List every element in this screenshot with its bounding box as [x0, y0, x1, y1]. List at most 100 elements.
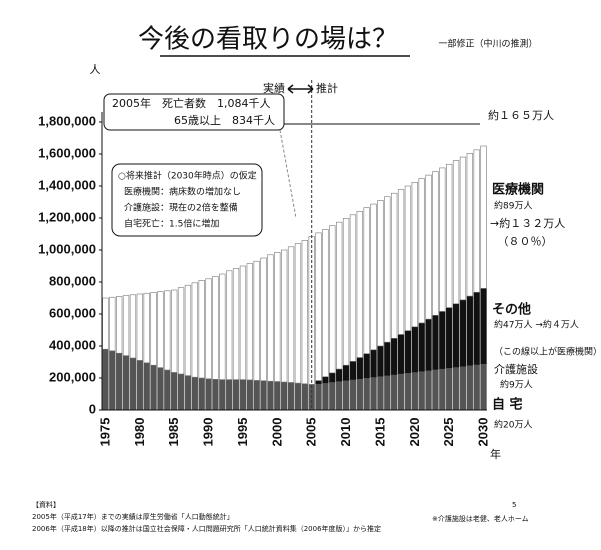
bar-segment	[198, 280, 205, 379]
bar-segment	[391, 374, 398, 411]
bar-segment	[232, 268, 240, 380]
bar-segment	[336, 380, 343, 411]
bar-segment	[287, 246, 295, 383]
y-tick-label: 0	[89, 401, 96, 416]
subtitle: 一部修正（中川の推測）	[438, 38, 537, 50]
bar-segment	[315, 380, 322, 384]
bar-segment	[212, 378, 219, 411]
x-tick-label: 2025	[441, 418, 456, 447]
bar-segment	[267, 254, 274, 382]
y-tick-label: 1,200,000	[38, 209, 96, 224]
bar-segment	[356, 210, 363, 358]
bar-segment	[136, 293, 143, 361]
bar-segment	[342, 364, 350, 381]
bar-segment	[377, 345, 384, 377]
bar-segment	[102, 348, 109, 411]
y-tick-label: 1,400,000	[38, 177, 96, 192]
bar-segment	[446, 367, 453, 411]
bar-segment	[246, 379, 253, 411]
x-tick-label: 2015	[372, 418, 387, 447]
bar-segment	[356, 378, 363, 411]
bar-segment	[473, 149, 480, 293]
bar-segment	[439, 311, 446, 369]
y-tick-label: 600,000	[49, 305, 96, 320]
bar-segment	[439, 368, 446, 411]
x-tick-label: 2005	[304, 418, 319, 447]
bar-segment	[191, 376, 198, 411]
bar-segment	[363, 353, 370, 378]
bar-segment	[432, 369, 439, 411]
bar-segment	[129, 357, 137, 411]
bar-segment	[157, 367, 164, 411]
bar-segment	[177, 287, 185, 375]
bar-segment	[466, 364, 473, 411]
annotation: 自宅死亡：1.5倍に増加	[124, 218, 219, 230]
bar-segment	[322, 376, 329, 384]
bar-segment	[342, 379, 350, 411]
annotation: 介護施設：現在の2倍を整備	[124, 202, 238, 214]
y-tick-label: 400,000	[49, 337, 96, 352]
annotation: 約9万人	[500, 379, 533, 391]
annotation: 介護施設	[494, 362, 538, 376]
bar-segment	[349, 214, 357, 362]
annotation: 約１６５万人	[488, 108, 554, 122]
x-tick-label: 1985	[166, 418, 181, 447]
bar-segment	[164, 369, 171, 411]
bar-segment	[404, 185, 412, 331]
bar-segment	[384, 196, 391, 343]
bar-segment	[122, 295, 130, 356]
x-unit: 年	[490, 447, 501, 461]
bar-segment	[384, 341, 391, 376]
bar-segment	[377, 375, 384, 411]
bar-segment	[480, 363, 487, 411]
bar-segment	[404, 372, 412, 411]
bar-segment	[267, 380, 274, 411]
annotation: 推計	[316, 81, 338, 95]
bar-segment	[411, 182, 418, 328]
bar-segment	[315, 232, 322, 381]
bar-segment	[226, 379, 233, 411]
bar-segment	[370, 349, 377, 378]
x-tick-label: 1995	[235, 418, 250, 447]
annotation: 実績	[263, 81, 285, 95]
bar-segment	[274, 381, 281, 411]
bar-segment	[459, 156, 467, 301]
bar-segment	[281, 249, 288, 383]
annotation: 約47万人 →約４万人	[494, 319, 579, 331]
y-tick-label: 800,000	[49, 273, 96, 288]
bar-segment	[239, 379, 247, 411]
bar-segment	[157, 291, 164, 368]
bar-segment	[315, 383, 322, 411]
x-tick-label: 1975	[97, 418, 112, 447]
bar-segment	[329, 225, 336, 374]
bar-segment	[452, 366, 460, 411]
bar-segment	[116, 352, 123, 411]
bar-segment	[294, 243, 302, 384]
bar-segment	[425, 174, 432, 320]
bar-segment	[198, 377, 205, 411]
bar-segment	[432, 314, 439, 370]
bar-segment	[473, 364, 480, 411]
x-tick-label: 1980	[132, 418, 147, 447]
annotation-box	[111, 163, 263, 237]
x-tick-label: 2000	[269, 418, 284, 447]
bar-segment	[391, 192, 398, 339]
annotation: （８０％）	[498, 235, 553, 248]
bar-segment	[356, 357, 363, 379]
y-unit: 人	[90, 63, 101, 76]
bar-segment	[459, 365, 467, 411]
bar-segment	[281, 381, 288, 411]
bar-segment	[246, 263, 253, 381]
bar-segment	[260, 380, 267, 411]
plot: 0 200,000 400,000 600,000 800,000 1,000,000 1,…	[38, 80, 491, 447]
bar-segment	[418, 322, 425, 372]
bar-segment	[404, 330, 412, 374]
bar-segment	[322, 229, 329, 378]
annotation: 2005年 死亡者数 1,084千人	[112, 96, 270, 110]
bar-segment	[171, 289, 178, 373]
bar-segment	[177, 373, 185, 411]
y-tick-label: 200,000	[49, 369, 96, 384]
annotation: 医療機関：病床数の増加なし	[124, 186, 241, 198]
bar-segment	[253, 260, 260, 381]
annotation: （この線以上が医療機関）	[494, 346, 601, 358]
